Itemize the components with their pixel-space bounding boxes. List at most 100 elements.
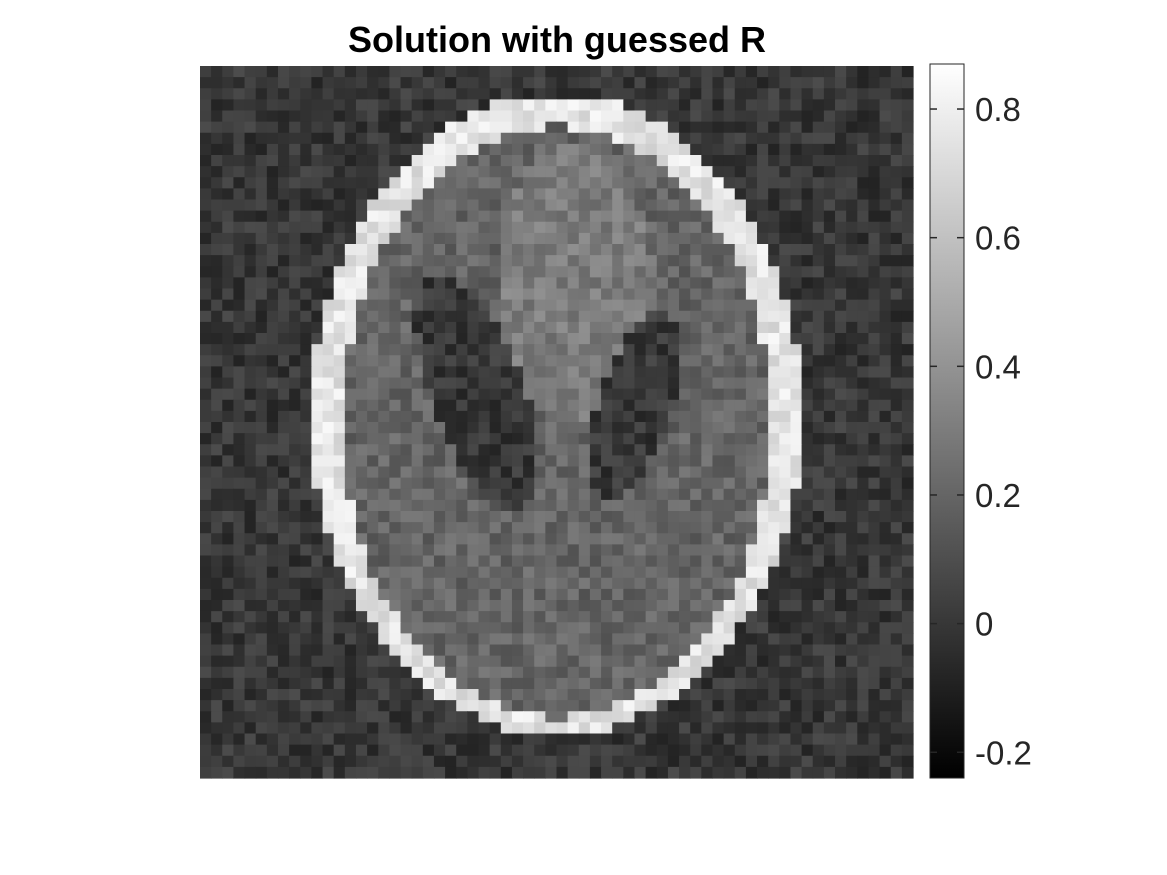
heatmap-cell bbox=[879, 99, 892, 112]
heatmap-cell bbox=[879, 266, 892, 278]
heatmap-cell bbox=[768, 689, 780, 701]
heatmap-cell bbox=[835, 143, 847, 156]
heatmap-cell bbox=[623, 477, 636, 490]
heatmap-cell bbox=[344, 611, 357, 623]
heatmap-cell bbox=[846, 544, 858, 557]
heatmap-cell bbox=[311, 143, 324, 156]
heatmap-cell bbox=[612, 66, 624, 78]
heatmap-cell bbox=[757, 399, 769, 412]
heatmap-cell bbox=[200, 477, 212, 490]
heatmap-cell bbox=[478, 255, 491, 267]
heatmap-cell bbox=[667, 655, 680, 668]
heatmap-cell bbox=[656, 588, 669, 601]
heatmap-cell bbox=[745, 577, 758, 590]
heatmap-cell bbox=[589, 232, 602, 245]
heatmap-cell bbox=[545, 733, 558, 746]
heatmap-cell bbox=[378, 677, 390, 690]
heatmap-cell bbox=[200, 444, 212, 456]
heatmap-cell bbox=[745, 166, 758, 178]
heatmap-cell bbox=[244, 244, 257, 256]
heatmap-cell bbox=[222, 88, 235, 100]
heatmap-cell bbox=[378, 355, 390, 367]
heatmap-cell bbox=[879, 655, 892, 668]
heatmap-cell bbox=[868, 433, 881, 445]
heatmap-cell bbox=[901, 711, 914, 723]
heatmap-cell bbox=[300, 210, 313, 223]
heatmap-cell bbox=[344, 433, 357, 445]
heatmap-cell bbox=[623, 566, 636, 579]
heatmap-cell bbox=[411, 433, 424, 445]
heatmap-cell bbox=[255, 555, 268, 568]
heatmap-cell bbox=[790, 299, 803, 312]
heatmap-cell bbox=[511, 433, 524, 445]
heatmap-cell bbox=[467, 577, 480, 590]
heatmap-cell bbox=[567, 188, 580, 201]
heatmap-cell bbox=[779, 733, 792, 746]
heatmap-cell bbox=[656, 566, 669, 579]
heatmap-cell bbox=[289, 689, 301, 701]
heatmap-cell bbox=[879, 600, 892, 612]
heatmap-cell bbox=[433, 577, 446, 590]
heatmap-cell bbox=[734, 288, 747, 301]
heatmap-cell bbox=[511, 66, 524, 78]
heatmap-cell bbox=[266, 333, 279, 345]
heatmap-cell bbox=[222, 321, 235, 334]
heatmap-cell bbox=[823, 366, 836, 379]
heatmap-cell bbox=[322, 410, 335, 423]
heatmap-cell bbox=[734, 121, 747, 134]
heatmap-cell bbox=[857, 143, 870, 156]
heatmap-cell bbox=[489, 611, 502, 623]
heatmap-cell bbox=[812, 677, 825, 690]
heatmap-cell bbox=[266, 744, 279, 757]
heatmap-cell bbox=[601, 466, 613, 479]
heatmap-cell bbox=[322, 477, 335, 490]
heatmap-cell bbox=[846, 77, 858, 89]
heatmap-cell bbox=[712, 155, 725, 167]
heatmap-cell bbox=[690, 166, 702, 178]
heatmap-cell bbox=[255, 655, 268, 668]
heatmap-cell bbox=[701, 321, 714, 334]
heatmap-cell bbox=[244, 388, 257, 401]
heatmap-cell bbox=[879, 321, 892, 334]
heatmap-cell bbox=[879, 299, 892, 312]
heatmap-cell bbox=[567, 143, 580, 156]
heatmap-cell bbox=[534, 344, 546, 356]
heatmap-cell bbox=[835, 277, 847, 290]
heatmap-cell bbox=[478, 522, 491, 534]
heatmap-cell bbox=[857, 689, 870, 701]
heatmap-cell bbox=[712, 455, 725, 468]
heatmap-cell bbox=[779, 244, 792, 256]
heatmap-cell bbox=[790, 611, 803, 623]
heatmap-cell bbox=[445, 99, 457, 112]
heatmap-cell bbox=[211, 121, 223, 134]
heatmap-cell bbox=[322, 255, 335, 267]
heatmap-cell bbox=[344, 232, 357, 245]
heatmap-cell bbox=[277, 110, 290, 123]
heatmap-cell bbox=[567, 266, 580, 278]
heatmap-cell bbox=[500, 655, 513, 668]
heatmap-cell bbox=[289, 555, 301, 568]
heatmap-cell bbox=[779, 266, 792, 278]
heatmap-cell bbox=[489, 166, 502, 178]
heatmap-cell bbox=[623, 255, 636, 267]
heatmap-cell bbox=[901, 288, 914, 301]
heatmap-cell bbox=[545, 288, 558, 301]
heatmap-cell bbox=[500, 722, 513, 735]
heatmap-cell bbox=[578, 321, 591, 334]
heatmap-cell bbox=[456, 321, 468, 334]
heatmap-cell bbox=[857, 766, 870, 779]
heatmap-cell bbox=[846, 611, 858, 623]
heatmap-cell bbox=[277, 566, 290, 579]
heatmap-cell bbox=[734, 611, 747, 623]
heatmap-cell bbox=[823, 132, 836, 145]
heatmap-cell bbox=[801, 677, 814, 690]
heatmap-cell bbox=[835, 355, 847, 367]
heatmap-cell bbox=[523, 310, 535, 323]
heatmap-cell bbox=[322, 366, 335, 379]
heatmap-cell bbox=[378, 255, 390, 267]
heatmap-cell bbox=[378, 277, 390, 290]
heatmap-cell bbox=[200, 700, 212, 712]
heatmap-cell bbox=[667, 633, 680, 646]
heatmap-cell bbox=[589, 611, 602, 623]
heatmap-cell bbox=[378, 99, 390, 112]
